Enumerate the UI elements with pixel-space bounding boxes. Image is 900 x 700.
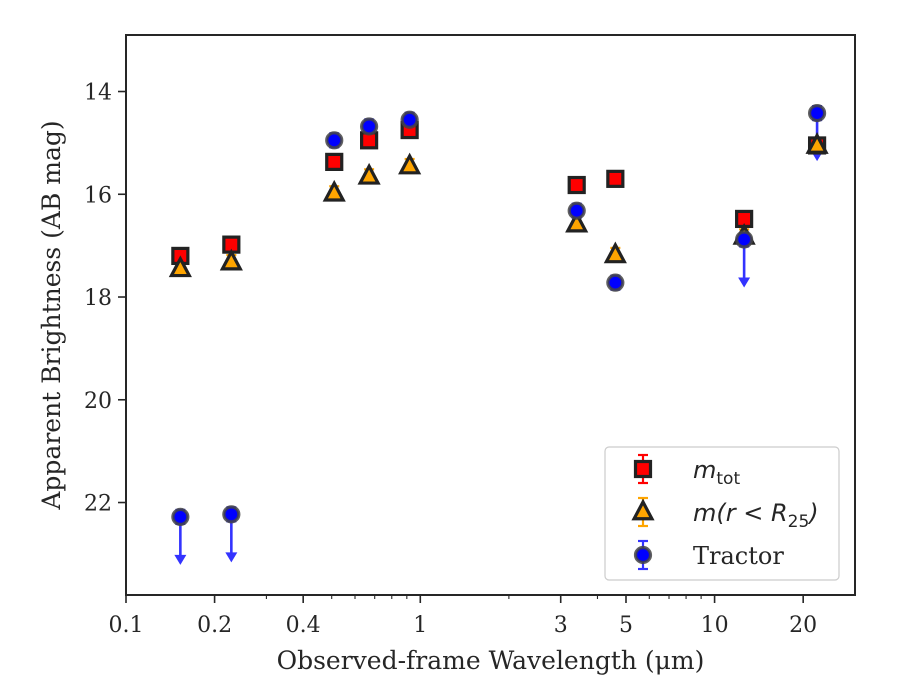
legend-box: [604, 446, 840, 581]
y-tick-label: 20: [84, 389, 112, 414]
plot-frame: [125, 34, 856, 596]
series-tractor: [171, 103, 827, 527]
legend-entry-tractor: Tractor: [633, 539, 784, 571]
data-point-m_r25: [219, 248, 243, 271]
series-m_r25: [168, 132, 829, 278]
data-point-tractor: [606, 273, 625, 292]
y-axis-title: Apparent Brightness (AB mag): [37, 120, 66, 510]
data-point-m_tot: [325, 152, 344, 171]
legend-entry-m_r25: m(r < R25): [631, 496, 819, 532]
legend-entry-m_tot: mtot: [633, 453, 740, 489]
legend: mtot m(r < R25) Tractor: [604, 446, 840, 581]
x-tick-label: 20: [789, 613, 817, 638]
data-point-m_tot: [606, 169, 625, 188]
legend-marker-m_tot: [633, 459, 653, 479]
x-tick-label: 0.2: [197, 613, 232, 638]
data-point-m_r25: [322, 179, 346, 202]
y-tick-label: 18: [84, 286, 112, 311]
data-point-m_r25: [603, 241, 627, 264]
x-tick-label: 10: [701, 613, 729, 638]
y-tick-label: 16: [84, 183, 112, 208]
data-point-m_r25: [565, 210, 589, 233]
data-point-tractor: [400, 110, 419, 129]
x-tick-label: 0.4: [286, 613, 321, 638]
data-point-tractor: [325, 131, 344, 150]
y-axis: 14 16 18 20 22: [84, 81, 126, 517]
x-tick-label: 3: [554, 613, 568, 638]
data-point-tractor: [807, 103, 827, 123]
data-point-tractor: [360, 117, 379, 136]
legend-label: Tractor: [693, 542, 784, 570]
legend-marker-m_r25: [631, 498, 655, 521]
x-tick-label: 0.1: [109, 613, 144, 638]
legend-label: m(r < R25): [693, 499, 819, 532]
legend-marker-tractor: [633, 545, 653, 565]
data-point-m_r25: [168, 255, 192, 278]
x-tick-label: 5: [619, 613, 633, 638]
data-point-tractor: [222, 505, 241, 524]
data-point-m_r25: [357, 162, 381, 185]
data-point-m_r25: [805, 132, 829, 154]
y-tick-label: 14: [84, 81, 112, 106]
markers-layer: [168, 103, 829, 527]
legend-label: mtot: [693, 456, 740, 489]
series-m_tot: [171, 120, 827, 266]
data-point-tractor: [567, 201, 586, 220]
data-point-tractor: [735, 230, 754, 249]
data-point-tractor: [171, 507, 190, 527]
data-point-m_tot: [567, 175, 586, 195]
x-tick-label: 1: [413, 613, 427, 638]
data-point-m_r25: [398, 152, 422, 175]
x-axis: 0.1 0.2 0.4 1 3 5 10 20: [109, 595, 817, 638]
x-axis-title: Observed-frame Wavelength (μm): [277, 646, 705, 675]
y-tick-label: 22: [84, 492, 112, 517]
